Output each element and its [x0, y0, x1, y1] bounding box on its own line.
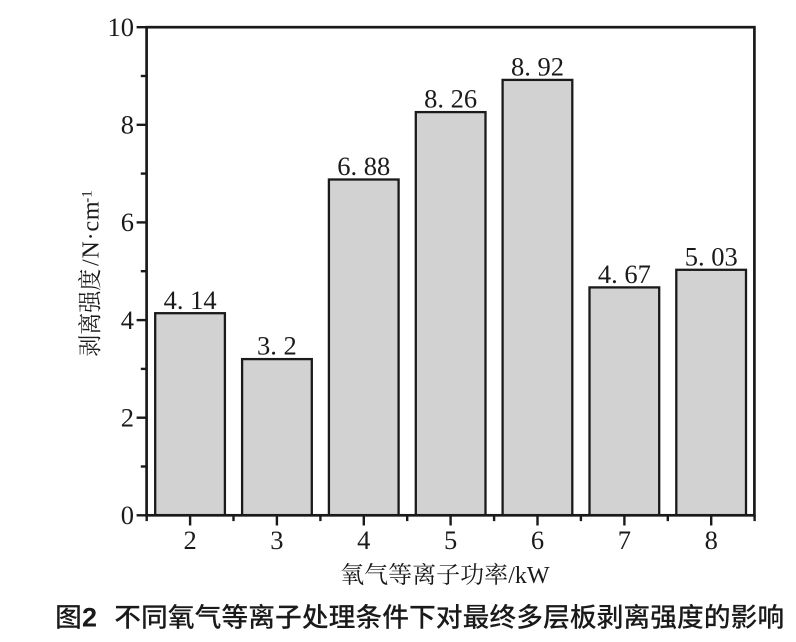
- svg-text:6. 88: 6. 88: [337, 151, 390, 181]
- svg-text:2: 2: [183, 525, 196, 555]
- svg-text:7: 7: [618, 525, 631, 555]
- svg-text:8: 8: [705, 525, 718, 555]
- svg-text:/kW: /kW: [508, 563, 550, 589]
- svg-text:6: 6: [531, 525, 544, 555]
- svg-text:8: 8: [121, 110, 134, 140]
- svg-text:4. 67: 4. 67: [598, 259, 651, 289]
- svg-text:5: 5: [444, 525, 457, 555]
- svg-text:3. 2: 3. 2: [257, 331, 297, 361]
- svg-text:2: 2: [82, 603, 97, 633]
- svg-text:4: 4: [357, 525, 370, 555]
- svg-text:/N·cm: /N·cm: [79, 201, 105, 266]
- svg-text:0: 0: [121, 500, 134, 530]
- svg-text:6: 6: [121, 207, 134, 237]
- svg-text:8. 92: 8. 92: [511, 52, 564, 82]
- svg-text:4: 4: [121, 305, 134, 335]
- svg-text:10: 10: [108, 12, 135, 42]
- svg-text:4. 14: 4. 14: [164, 285, 217, 315]
- svg-text:3: 3: [270, 525, 283, 555]
- svg-text:-1: -1: [79, 190, 95, 203]
- svg-text:2: 2: [121, 403, 134, 433]
- svg-text:8. 26: 8. 26: [424, 84, 477, 114]
- svg-text:5. 03: 5. 03: [685, 241, 738, 271]
